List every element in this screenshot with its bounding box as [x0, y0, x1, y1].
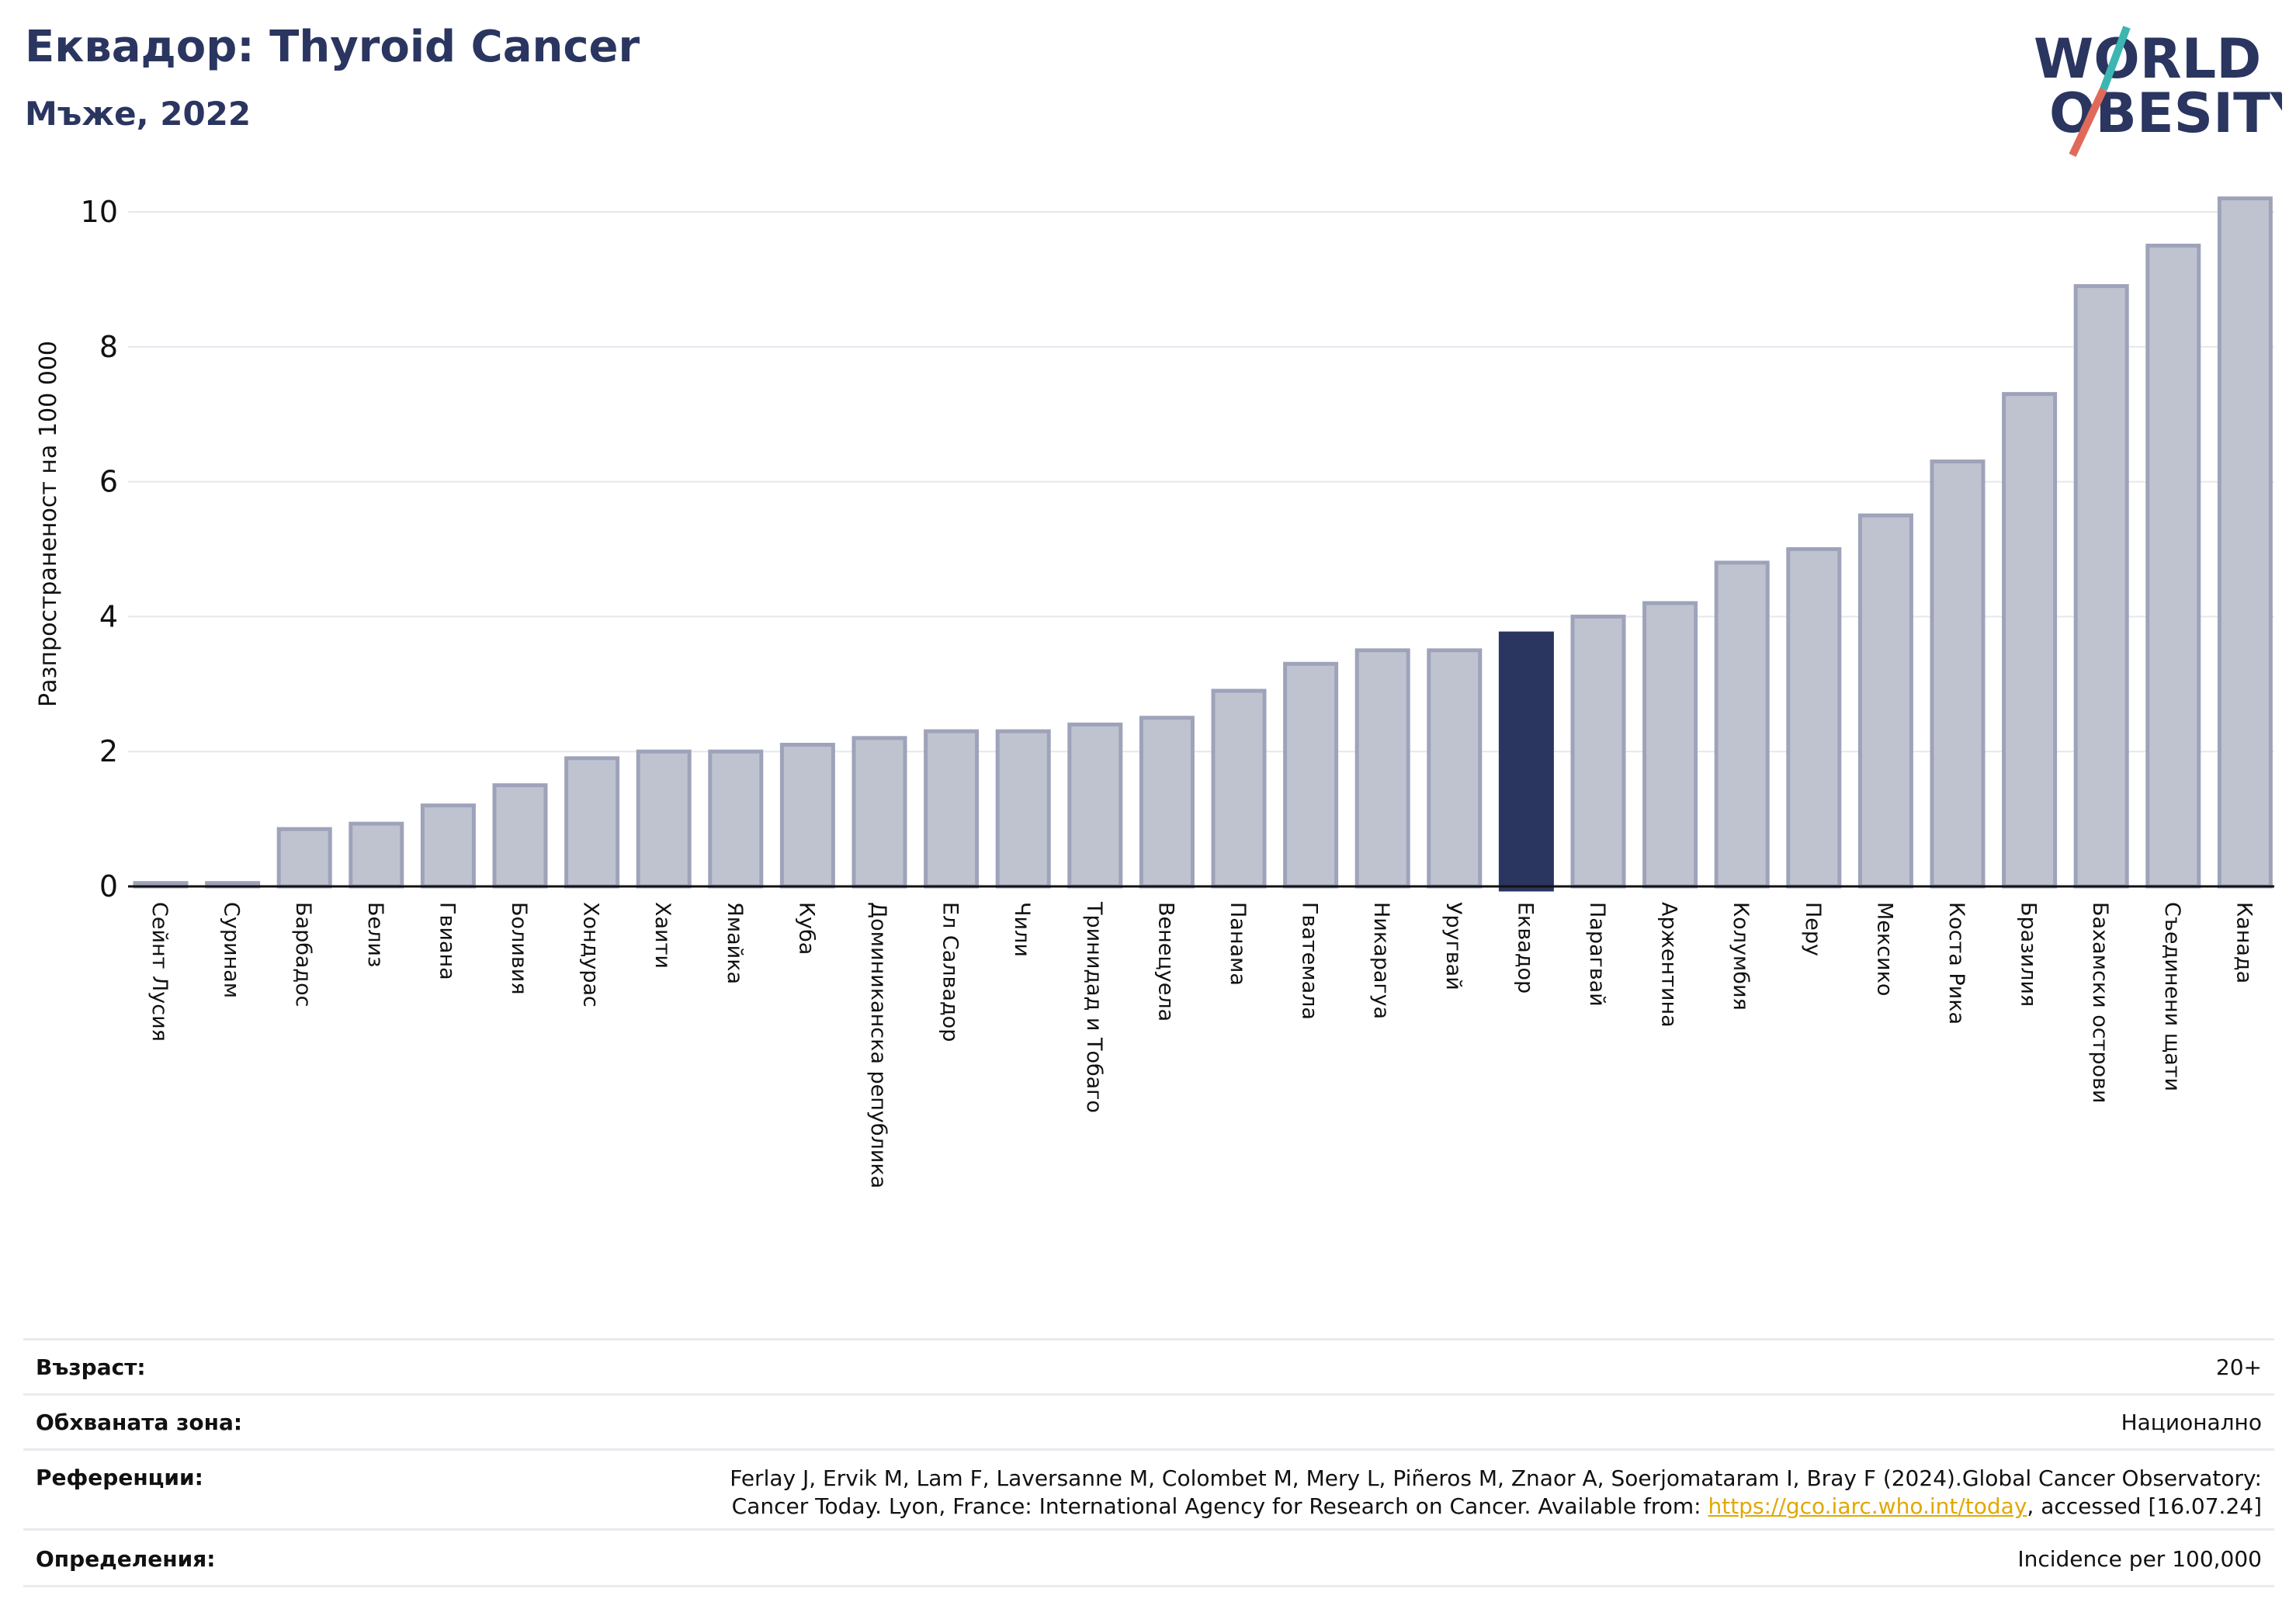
bar-Ямайка: [708, 749, 764, 889]
chart-title: Еквадор: Thyroid Cancer: [25, 22, 640, 72]
x-tick-label: Съединени щати: [2160, 902, 2184, 1091]
x-tick-label: Куба: [794, 902, 818, 955]
reference-link[interactable]: https://gco.iarc.who.int/today: [1708, 1493, 2027, 1519]
bar-Боливия: [492, 783, 548, 889]
x-tick-label: Парагвай: [1585, 902, 1609, 1007]
bar-Белиз: [349, 821, 404, 889]
bar-Панама: [1211, 688, 1267, 889]
x-tick-label: Коста Рика: [1944, 902, 1968, 1025]
x-tick-label: Доминиканска република: [866, 902, 890, 1188]
y-tick-label: 2: [99, 734, 118, 768]
bar-Куба: [779, 743, 835, 889]
y-axis-label: Разпространеност на 100 000: [35, 341, 62, 707]
logo-line-1: WORLD: [2034, 27, 2261, 91]
age-value: 20+: [2215, 1354, 2262, 1380]
bar-Колумбия: [1714, 560, 1770, 889]
x-tick-label: Канада: [2232, 902, 2256, 983]
x-tick-label: Сейнт Лусия: [147, 902, 172, 1042]
bar-Тринидад и Тобаго: [1067, 722, 1123, 889]
y-tick-label: 10: [81, 195, 118, 229]
bar-Канада: [2217, 196, 2273, 889]
info-table: Възраст: 20+ Обхваната зона: Национално …: [23, 1338, 2274, 1587]
reference-text-2: Cancer Today. Lyon, France: Internationa…: [731, 1493, 1708, 1519]
bar-Мексико: [1857, 513, 1913, 889]
x-tick-label: Гвиана: [435, 902, 459, 980]
references-value: Ferlay J, Ervik M, Lam F, Laversanne M, …: [321, 1465, 2262, 1521]
chart-subtitle: Мъже, 2022: [25, 95, 251, 133]
x-tick-label: Ел Салвадор: [938, 902, 962, 1042]
age-label: Възраст:: [36, 1354, 146, 1380]
bar-Хаити: [636, 749, 692, 889]
bar-Съединени щати: [2145, 243, 2201, 889]
y-tick-label: 4: [99, 599, 118, 633]
x-tick-label: Суринам: [220, 902, 244, 998]
x-tick-label: Хондурас: [579, 902, 603, 1007]
x-tick-labels: Сейнт Лусия Суринам Барбадос Белиз Гвиана Бол…: [147, 901, 2256, 1188]
bar-Уругвай: [1427, 648, 1483, 889]
bar-Бразилия: [2002, 392, 2058, 889]
bar-Чили: [995, 729, 1051, 889]
bar-Коста Рика: [1930, 460, 1986, 889]
y-tick-labels: 0 2 4 6 8 10: [81, 195, 118, 903]
x-tick-label: Никарагуа: [1369, 902, 1393, 1019]
x-tick-label: Боливия: [507, 902, 531, 995]
x-tick-label: Колумбия: [1729, 902, 1753, 1011]
world-obesity-logo: WORLD OBESITY: [2034, 26, 2282, 158]
bars: [133, 196, 2273, 892]
y-tick-label: 0: [99, 869, 118, 903]
definitions-value: Incidence per 100,000: [2017, 1546, 2262, 1572]
definitions-label: Определения:: [36, 1546, 216, 1572]
x-tick-label: Бахамски острови: [2088, 902, 2112, 1103]
y-tick-label: 6: [99, 465, 118, 499]
area-value: Национално: [2121, 1410, 2262, 1435]
bar-Парагвай: [1570, 614, 1626, 889]
bar-Ел Салвадор: [924, 729, 980, 889]
reference-text-1: Ferlay J, Ervik M, Lam F, Laversanne M, …: [730, 1465, 2262, 1491]
reference-text-3: , accessed [16.07.24]: [2027, 1493, 2262, 1519]
x-tick-label: Венецуела: [1153, 902, 1177, 1021]
info-row-definitions: Определения: Incidence per 100,000: [23, 1528, 2274, 1587]
x-tick-label: Панама: [1226, 902, 1250, 986]
bar-Доминиканска република: [851, 736, 907, 889]
bar-Хондурас: [564, 756, 620, 889]
x-tick-label: Еквадор: [1513, 902, 1537, 994]
x-tick-label: Бразилия: [2017, 902, 2041, 1007]
area-label: Обхваната зона:: [36, 1410, 243, 1435]
bar-Никарагуа: [1354, 648, 1410, 889]
y-tick-label: 8: [99, 330, 118, 364]
info-row-age: Възраст: 20+: [23, 1338, 2274, 1393]
x-tick-label: Барбадос: [291, 902, 315, 1007]
info-row-references: Референции: Ferlay J, Ervik M, Lam F, La…: [23, 1448, 2274, 1528]
x-tick-label: Уругвай: [1441, 902, 1465, 990]
x-tick-label: Тринидад и Тобаго: [1082, 901, 1106, 1113]
x-tick-label: Аржентина: [1657, 902, 1681, 1028]
x-tick-label: Мексико: [1872, 902, 1896, 996]
x-tick-label: Гватемала: [1298, 902, 1322, 1020]
logo-slash-teal: [2100, 26, 2131, 91]
x-tick-label: Хаити: [650, 902, 675, 969]
logo-slash-red: [2069, 87, 2107, 158]
bar-Барбадос: [276, 827, 332, 889]
bar-Аржентина: [1642, 601, 1698, 889]
info-row-area: Обхваната зона: Национално: [23, 1393, 2274, 1448]
bar-Гватемала: [1283, 661, 1339, 889]
references-label: Референции:: [36, 1465, 203, 1490]
bar-Бахамски острови: [2073, 284, 2129, 889]
bar-Венецуела: [1139, 716, 1195, 889]
bar-Перу: [1786, 547, 1842, 889]
bar-Гвиана: [420, 803, 476, 889]
bar-Еквадор: [1498, 631, 1554, 892]
x-tick-label: Ямайка: [723, 902, 747, 984]
x-tick-label: Перу: [1801, 902, 1825, 956]
x-tick-label: Белиз: [363, 902, 387, 967]
x-tick-label: Чили: [1010, 902, 1034, 957]
bar-chart: 0 2 4 6 8 10 Разпространеност на 100 000 Сейн…: [35, 195, 2274, 1188]
